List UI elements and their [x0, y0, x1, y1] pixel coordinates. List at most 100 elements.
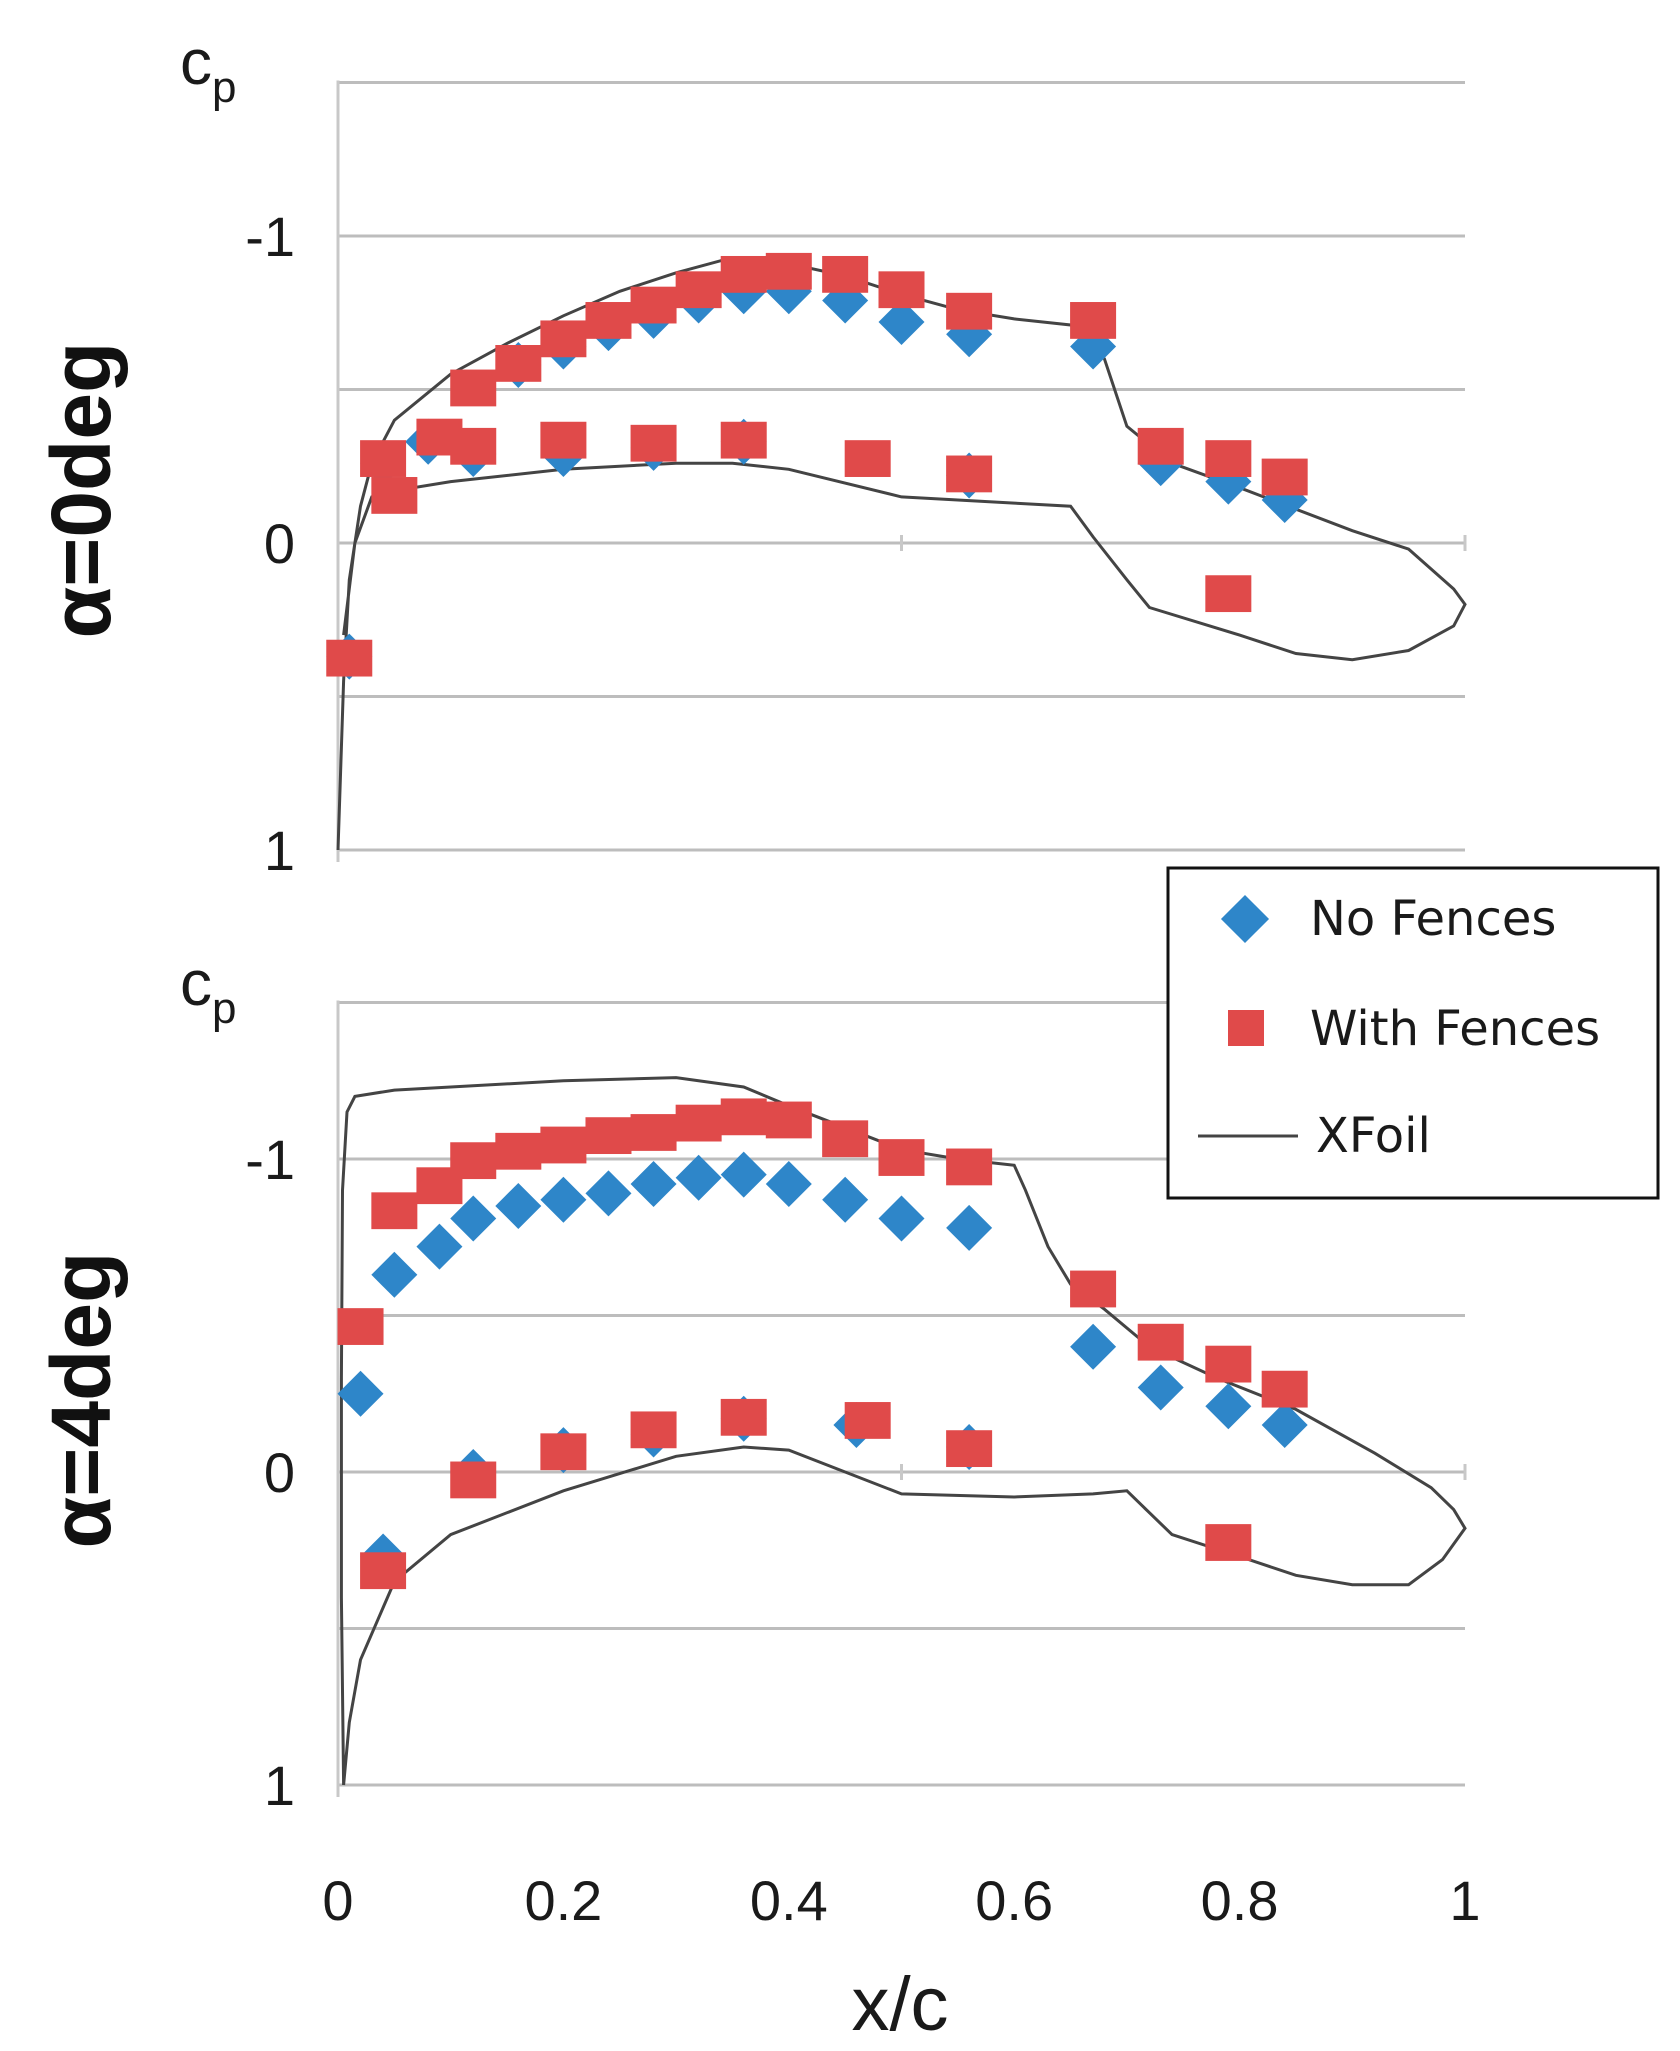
with-fences-point: [675, 1104, 722, 1142]
legend: No Fences With Fences XFoil: [1166, 866, 1660, 1200]
no-fences-point: [765, 1161, 812, 1208]
no-fences-point: [495, 1182, 542, 1229]
with-fences-point: [1205, 1345, 1252, 1383]
x-tick-label: 0.2: [524, 1869, 602, 1932]
panel-1-markers: [337, 1098, 1308, 1590]
with-fences-point: [326, 639, 373, 677]
no-fences-point: [720, 1151, 767, 1198]
panel-0-cp-label: cp: [180, 26, 236, 112]
with-fences-point: [1070, 1270, 1117, 1308]
with-fences-point: [540, 320, 587, 358]
with-fences-point: [844, 440, 891, 477]
with-fences-point: [878, 271, 925, 309]
no-fences-point: [585, 1170, 632, 1217]
with-fences-point: [450, 427, 497, 465]
y-tick-label: 1: [264, 819, 295, 882]
x-axis-label: x/c: [851, 1962, 948, 2047]
panel-1-xfoil-group: [339, 1076, 1467, 1786]
x-tick-label: 0.6: [975, 1869, 1053, 1932]
with-fences-point: [1205, 440, 1252, 477]
y-tick-label: -1: [245, 205, 295, 268]
with-fences-point: [540, 421, 587, 459]
with-fences-point: [946, 455, 993, 493]
y-tick-label: 1: [264, 1754, 295, 1817]
with-fences-point: [844, 1402, 891, 1439]
no-fences-point: [1205, 1383, 1252, 1430]
no-fences-point: [1070, 1323, 1117, 1370]
no-fences-point: [878, 1195, 925, 1242]
with-fences-point: [822, 1120, 869, 1158]
panel-0-markers: [326, 252, 1308, 680]
no-fences-point: [1261, 1402, 1308, 1449]
with-fences-point: [495, 1132, 542, 1170]
with-fences-point: [1205, 1524, 1252, 1561]
panel-1-y-tick-labels: -1 0 1: [245, 1128, 295, 1817]
panel-0-y-tick-labels: -1 0 1: [245, 205, 295, 882]
with-fences-point: [878, 1139, 925, 1176]
y-tick-label: 0: [264, 512, 295, 575]
panel-0-angle-label: α=0deg: [34, 342, 128, 639]
legend-no-fences-label: No Fences: [1310, 891, 1556, 947]
with-fences-point: [1137, 427, 1184, 465]
with-fences-point: [1261, 1370, 1308, 1408]
with-fences-point: [720, 1398, 767, 1436]
no-fences-point: [540, 1176, 587, 1223]
with-fences-point: [585, 1117, 632, 1155]
with-fences-point: [540, 1126, 587, 1164]
x-tick-label: 0.4: [750, 1869, 828, 1932]
x-tick-label: 0: [322, 1869, 353, 1932]
no-fences-point: [878, 298, 925, 345]
with-fences-point: [1070, 302, 1117, 339]
panel-alpha-4: cp α=4deg -1 0 1: [34, 947, 1467, 1817]
with-fences-point: [495, 345, 542, 382]
no-fences-point: [946, 1204, 993, 1251]
panel-1-cp-label: cp: [180, 947, 236, 1033]
with-fences-point: [630, 1411, 677, 1449]
no-fences-point: [450, 1195, 497, 1242]
with-fences-point: [450, 1142, 497, 1180]
xfoil-line: [339, 1076, 1467, 1786]
with-fences-point: [765, 252, 812, 290]
with-fences-point: [337, 1308, 384, 1345]
with-fences-point: [675, 271, 722, 309]
panel-0-grid: [336, 80, 1467, 862]
y-tick-label: 0: [264, 1441, 295, 1504]
with-fences-point: [360, 1552, 407, 1590]
panel-alpha-0: cp α=0deg -1 0 1: [34, 26, 1467, 882]
with-fences-point: [630, 1114, 677, 1151]
legend-xfoil-label: XFoil: [1316, 1108, 1431, 1164]
x-tick-labels: 0 0.2 0.4 0.6 0.8 1: [322, 1869, 1480, 1932]
with-fences-point: [1205, 575, 1252, 613]
with-fences-point: [371, 477, 418, 514]
with-fences-point: [765, 1101, 812, 1139]
with-fences-point: [360, 440, 407, 477]
x-tick-label: 0.8: [1201, 1869, 1279, 1932]
no-fences-point: [675, 1154, 722, 1201]
with-fences-point: [630, 286, 677, 324]
panel-1-angle-label: α=4deg: [34, 1252, 128, 1549]
with-fences-point: [720, 255, 767, 293]
with-fences-point: [946, 292, 993, 330]
with-fences-point: [585, 302, 632, 339]
no-fences-point: [822, 1176, 869, 1223]
with-fences-point: [450, 369, 497, 407]
with-fences-point: [630, 424, 677, 462]
with-fences-point: [371, 1192, 418, 1230]
y-tick-label: -1: [245, 1128, 295, 1191]
with-fences-point: [822, 255, 869, 293]
with-fences-point: [720, 1098, 767, 1136]
with-fences-point: [450, 1461, 497, 1499]
with-fences-point: [540, 1433, 587, 1471]
no-fences-point: [1137, 1364, 1184, 1411]
x-tick-label: 1: [1449, 1869, 1480, 1932]
with-fences-point: [1261, 458, 1308, 496]
with-fences-point: [946, 1148, 993, 1186]
with-fences-point: [720, 421, 767, 459]
no-fences-point: [416, 1223, 463, 1270]
with-fences-point: [946, 1430, 993, 1468]
no-fences-point: [337, 1370, 384, 1417]
legend-with-fences-marker: [1228, 1010, 1264, 1046]
with-fences-point: [1137, 1323, 1184, 1361]
no-fences-point: [371, 1251, 418, 1298]
